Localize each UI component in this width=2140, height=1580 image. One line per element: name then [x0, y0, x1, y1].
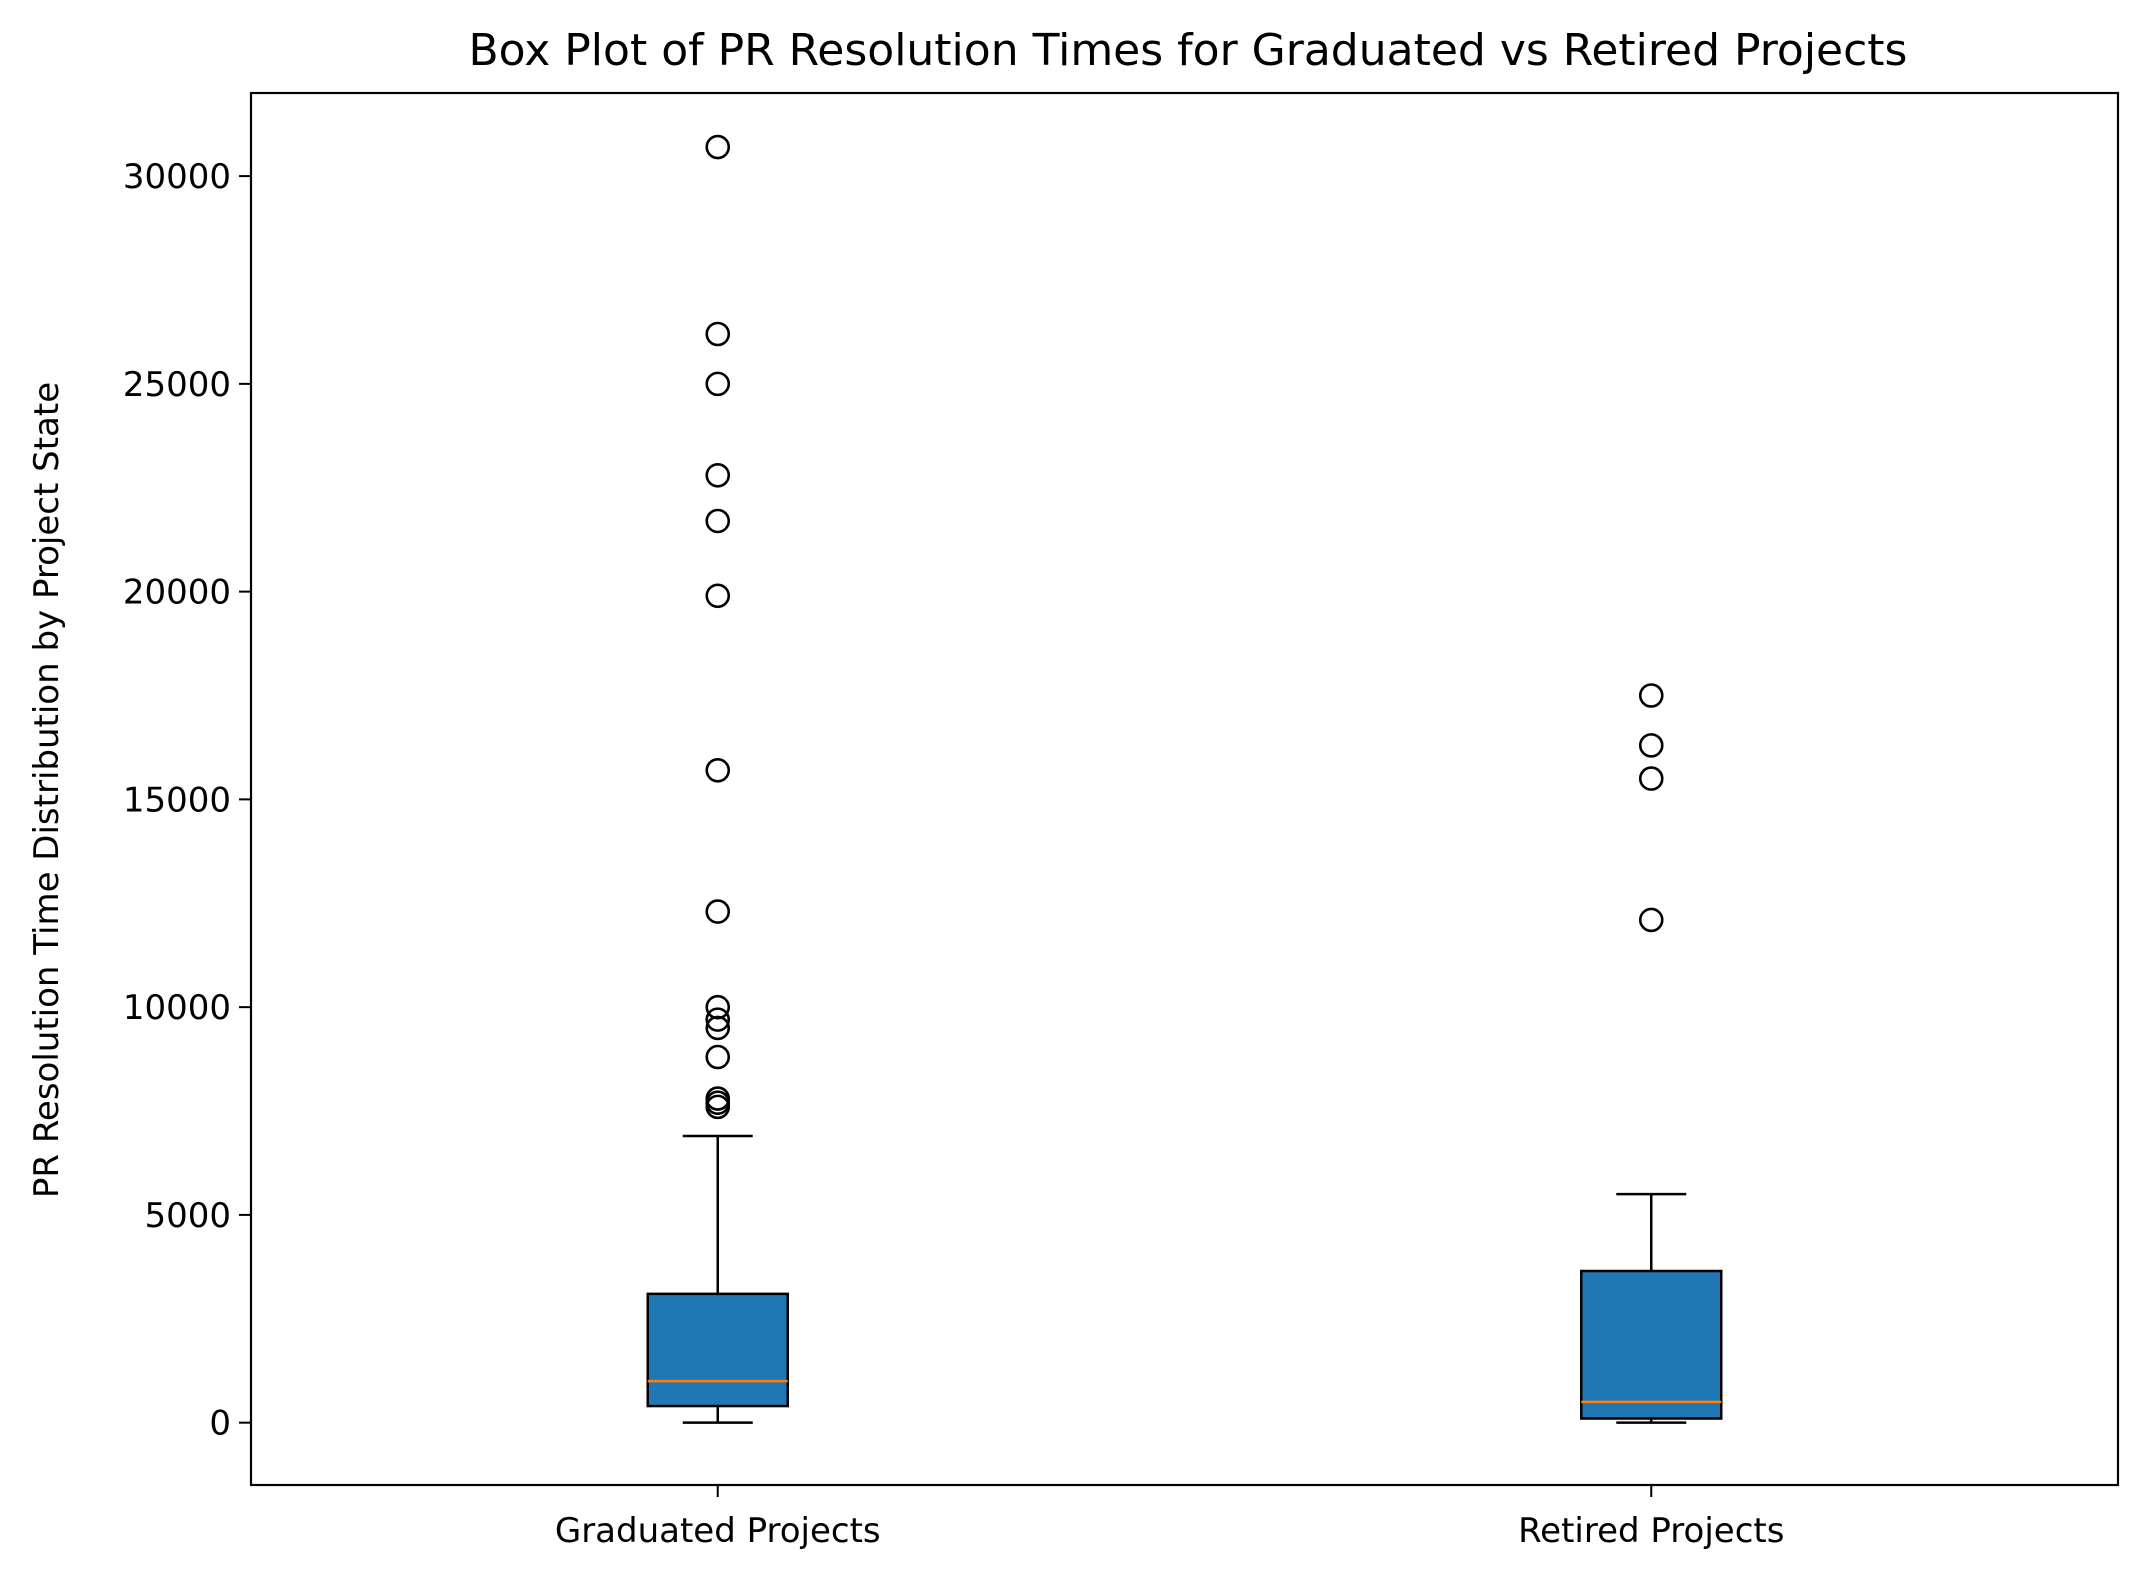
y-tick-label: 25000: [123, 365, 231, 405]
y-axis-label: PR Resolution Time Distribution by Proje…: [27, 382, 67, 1198]
outlier-point: [705, 134, 731, 160]
outlier-point: [705, 1044, 731, 1070]
box-group: [1580, 683, 1723, 1424]
iqr-box: [646, 1292, 789, 1408]
y-tick-label: 0: [209, 1404, 231, 1444]
outlier-point: [1638, 907, 1664, 933]
outlier-point: [705, 583, 731, 609]
outlier-point: [1638, 683, 1664, 708]
outlier-point: [705, 1007, 731, 1032]
y-tick-label: 5000: [144, 1196, 231, 1236]
x-tick-label: Graduated Projects: [555, 1511, 881, 1551]
iqr-box: [1580, 1269, 1723, 1420]
y-tick-label: 15000: [123, 780, 231, 820]
outlier-point: [705, 1094, 731, 1120]
y-tick-label: 10000: [123, 988, 231, 1028]
box-groups: [646, 134, 1723, 1424]
x-axis-ticks: Graduated Projects Retired Projects: [555, 1485, 1784, 1551]
outlier-point: [705, 371, 731, 397]
plot-frame: [249, 91, 2120, 1487]
outlier-point: [1638, 733, 1664, 758]
outlier-point: [1638, 766, 1664, 791]
outlier-point: [705, 1015, 731, 1041]
outlier-point: [705, 758, 731, 783]
chart-title: Box Plot of PR Resolution Times for Grad…: [469, 25, 1908, 76]
y-tick-label: 20000: [123, 573, 231, 613]
x-tick-label: Retired Projects: [1518, 1511, 1784, 1551]
outlier-point: [705, 994, 731, 1020]
outlier-point: [705, 899, 731, 924]
y-tick-label: 30000: [123, 157, 231, 197]
outlier-point: [705, 462, 731, 488]
outlier-point: [705, 321, 731, 347]
outlier-point: [705, 508, 731, 534]
box-group: [646, 134, 789, 1424]
y-axis-ticks: 0 5000 10000 15000 20000 25000 30000: [123, 157, 251, 1444]
